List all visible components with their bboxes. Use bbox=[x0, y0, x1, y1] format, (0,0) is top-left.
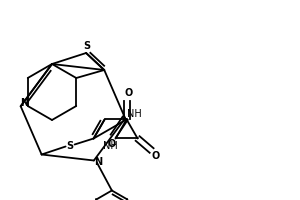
Text: S: S bbox=[84, 41, 91, 51]
Text: N: N bbox=[94, 157, 102, 167]
Text: N: N bbox=[21, 98, 29, 108]
Text: O: O bbox=[107, 139, 115, 149]
Text: NH: NH bbox=[127, 109, 142, 119]
Text: O: O bbox=[152, 151, 160, 161]
Text: NH: NH bbox=[103, 141, 118, 151]
Text: S: S bbox=[66, 141, 73, 151]
Text: O: O bbox=[124, 88, 133, 98]
